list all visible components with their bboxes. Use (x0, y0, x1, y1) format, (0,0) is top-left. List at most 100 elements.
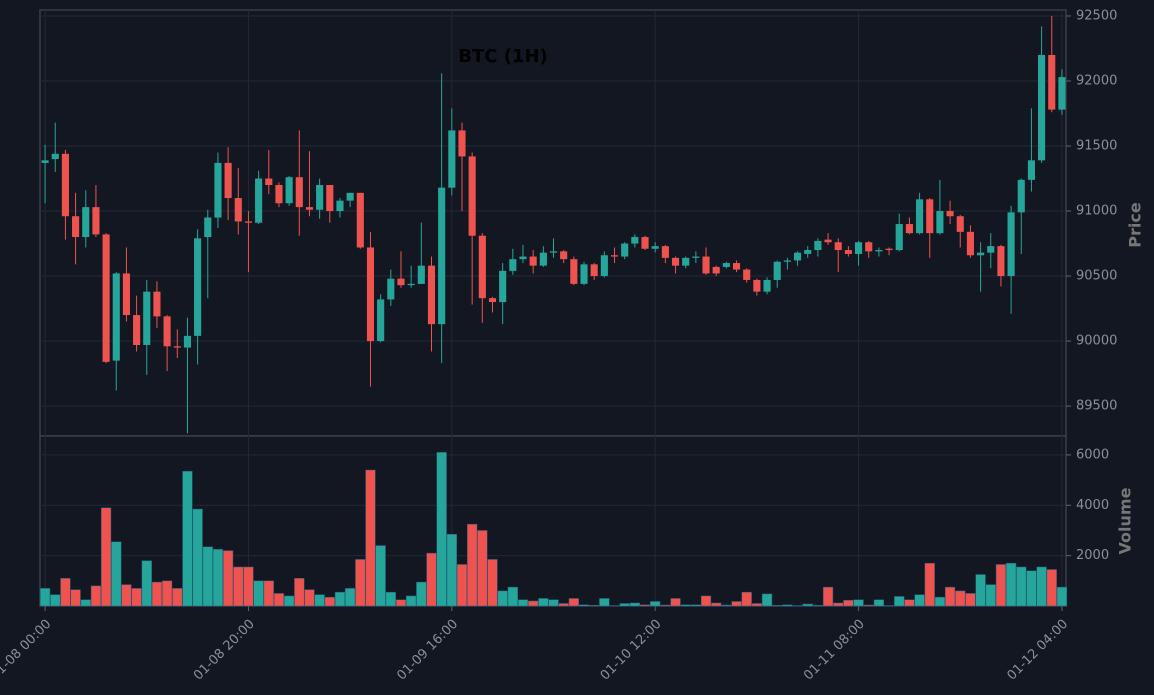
candle-body (549, 251, 558, 253)
candle-body (133, 315, 141, 345)
volume-bar (609, 605, 620, 607)
candle-body (1048, 54, 1056, 110)
volume-bar (467, 523, 478, 607)
volume-bar (416, 581, 427, 607)
candle-body (143, 291, 151, 345)
volume-bar (548, 599, 559, 607)
candle-body (661, 246, 669, 258)
volume-bar (294, 578, 305, 607)
candle-body (641, 237, 649, 249)
volume-bar (589, 604, 600, 607)
candle-body (905, 224, 913, 234)
y-tick-label: 91500 (1076, 139, 1117, 154)
candle-body (499, 270, 507, 303)
volume-bar (700, 595, 712, 607)
candle-body (1017, 179, 1025, 213)
y-tick-label: 91000 (1076, 204, 1117, 219)
candle-body (427, 265, 436, 325)
candle-body (560, 251, 568, 260)
candle-body (417, 265, 425, 284)
candle-body (722, 263, 730, 267)
candle-body (916, 199, 924, 234)
chart-title: BTC (1H) (458, 46, 548, 67)
candle-body (244, 221, 253, 223)
volume-bar (202, 546, 213, 607)
volume-bar (833, 602, 844, 607)
volume-bar (528, 600, 539, 607)
volume-bar (792, 605, 803, 607)
candle-body (529, 256, 537, 266)
candle-body (102, 234, 110, 362)
volume-bar (334, 591, 346, 607)
marks (39, 15, 1068, 607)
candle-body (41, 160, 49, 163)
volume-axis-label: Volume (1116, 487, 1135, 554)
volume-bar (690, 604, 701, 607)
volume-bar (599, 598, 610, 607)
candle-body (458, 130, 466, 157)
candle-body (1038, 54, 1046, 161)
candle-body (753, 279, 761, 292)
volume-bar (639, 604, 651, 607)
candle-body (834, 242, 842, 251)
candle-body (448, 130, 456, 188)
y-tick-label: 89500 (1076, 399, 1117, 414)
candle-body (1007, 212, 1015, 277)
y-tick-label: 92500 (1076, 8, 1117, 23)
volume-bar (873, 599, 885, 607)
candle-body (509, 259, 517, 271)
candle-body (173, 346, 181, 348)
volume-bar (355, 559, 366, 607)
volume-bar (914, 594, 925, 607)
volume-bar (497, 590, 508, 607)
volume-bar (944, 586, 956, 607)
volume-bar (395, 599, 407, 607)
candle-body (346, 192, 354, 201)
candle-body (590, 264, 598, 277)
volume-bar (273, 593, 285, 607)
candle-body (865, 242, 873, 252)
volume-bar (477, 530, 488, 607)
volume-bar (314, 594, 325, 607)
y-tick-label: 90000 (1076, 334, 1117, 349)
volume-bar (507, 586, 518, 607)
candle-body (377, 299, 385, 342)
volume-bar (345, 588, 356, 607)
candle-body (234, 198, 242, 222)
volume-bar (751, 603, 763, 607)
candle-body (153, 291, 161, 317)
candle-body (539, 252, 547, 266)
candle-body (743, 269, 751, 280)
volume-bar (304, 589, 315, 607)
candle-body (285, 177, 293, 204)
volume-bar (222, 550, 234, 607)
volume-bar (538, 598, 549, 607)
candle-body (651, 246, 659, 249)
candle-body (966, 231, 974, 256)
volume-bar (924, 562, 935, 607)
volume-bar (233, 566, 244, 607)
volume-bar (629, 602, 640, 607)
candle-body (295, 177, 303, 208)
candle-body (570, 259, 578, 284)
candle-body (1058, 77, 1066, 110)
candle-body (356, 192, 364, 248)
volume-bar (965, 593, 976, 607)
candle-body (702, 256, 710, 274)
volume-bar (731, 601, 742, 607)
candle-body (397, 278, 405, 286)
candle-body (682, 257, 690, 266)
candle-body (855, 242, 863, 254)
candle-body (926, 199, 934, 234)
candle-body (255, 178, 263, 223)
candle-body (468, 156, 476, 236)
candle-body (194, 238, 202, 336)
candle-body (275, 185, 283, 204)
volume-bar (955, 590, 966, 607)
candle-body (488, 298, 497, 303)
volume-tick-label: 2000 (1076, 548, 1109, 563)
volume-bar (1046, 569, 1057, 607)
candle-body (997, 246, 1005, 277)
volume-bar (782, 604, 793, 607)
